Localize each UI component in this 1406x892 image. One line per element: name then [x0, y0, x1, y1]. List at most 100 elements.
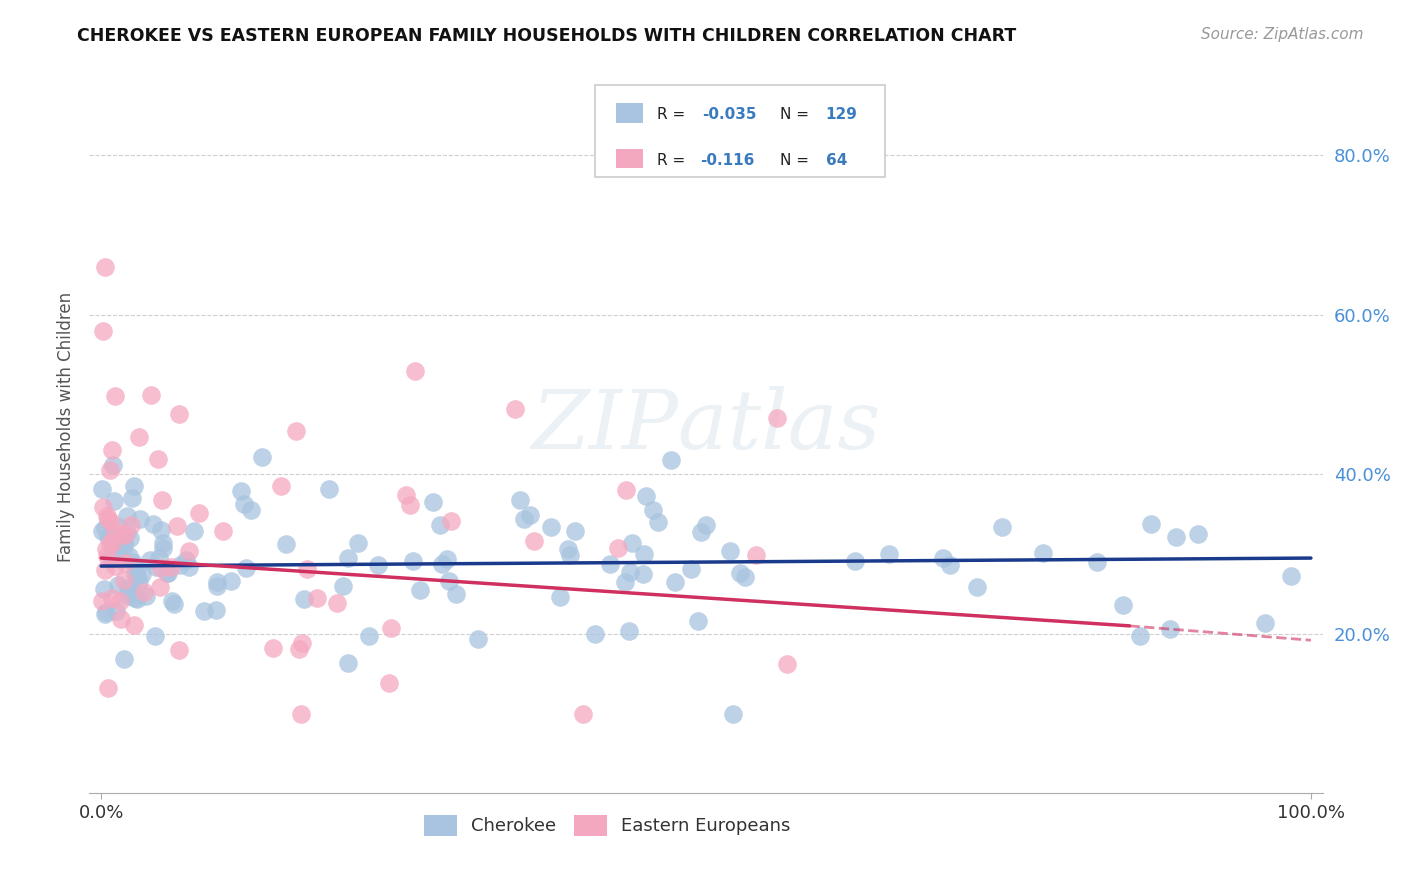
- Point: [96, 509, 118, 524]
- Point: [169, 558, 191, 573]
- Point: [380, 621, 402, 635]
- Point: [94, 542, 117, 557]
- Point: [169, 643, 191, 657]
- Point: [91, 593, 114, 607]
- Point: [112, 539, 135, 553]
- FancyBboxPatch shape: [595, 86, 884, 177]
- Point: [93, 582, 115, 596]
- Point: [564, 524, 586, 538]
- Point: [939, 558, 962, 572]
- Point: [152, 535, 174, 549]
- Point: [1187, 526, 1209, 541]
- Point: [614, 575, 637, 590]
- Point: [239, 502, 262, 516]
- Point: [139, 387, 162, 401]
- Point: [436, 552, 458, 566]
- Point: [395, 488, 418, 502]
- Point: [599, 557, 621, 571]
- Point: [659, 452, 682, 467]
- Point: [101, 549, 124, 563]
- Point: [128, 512, 150, 526]
- Point: [155, 566, 177, 581]
- Point: [120, 517, 142, 532]
- Point: [523, 533, 546, 548]
- Point: [101, 458, 124, 473]
- Point: [619, 565, 641, 579]
- Point: [142, 516, 165, 531]
- Point: [120, 586, 142, 600]
- Point: [96, 549, 118, 564]
- Point: [108, 520, 131, 534]
- Point: [440, 514, 463, 528]
- Point: [104, 389, 127, 403]
- Point: [776, 657, 799, 671]
- Point: [134, 585, 156, 599]
- Point: [139, 553, 162, 567]
- Point: [100, 515, 122, 529]
- Point: [295, 562, 318, 576]
- Point: [689, 525, 711, 540]
- Point: [290, 706, 312, 721]
- Point: [430, 557, 453, 571]
- Point: [634, 489, 657, 503]
- Point: [207, 579, 229, 593]
- Point: [149, 580, 172, 594]
- Text: Source: ZipAtlas.com: Source: ZipAtlas.com: [1201, 27, 1364, 42]
- Point: [422, 495, 444, 509]
- Point: [347, 536, 370, 550]
- Point: [633, 566, 655, 581]
- Point: [105, 604, 128, 618]
- Point: [305, 591, 328, 606]
- Point: [409, 583, 432, 598]
- Text: -0.116: -0.116: [700, 153, 754, 168]
- Point: [121, 555, 143, 569]
- Point: [150, 493, 173, 508]
- Point: [205, 574, 228, 589]
- Point: [163, 597, 186, 611]
- Point: [94, 607, 117, 621]
- Point: [688, 615, 710, 629]
- Point: [107, 578, 129, 592]
- Point: [127, 569, 149, 583]
- Point: [117, 590, 139, 604]
- Point: [647, 516, 669, 530]
- Point: [219, 574, 242, 589]
- Text: R =: R =: [657, 153, 685, 168]
- Point: [439, 574, 461, 588]
- Point: [111, 539, 134, 553]
- Y-axis label: Family Households with Children: Family Households with Children: [58, 292, 75, 562]
- Point: [235, 561, 257, 575]
- Point: [114, 528, 136, 542]
- Point: [179, 560, 201, 574]
- Point: [519, 508, 541, 522]
- Point: [204, 602, 226, 616]
- Point: [585, 627, 607, 641]
- Point: [128, 430, 150, 444]
- Point: [124, 566, 146, 581]
- Point: [101, 591, 124, 606]
- Point: [285, 424, 308, 438]
- Point: [131, 566, 153, 581]
- Point: [233, 497, 256, 511]
- Point: [110, 612, 132, 626]
- Point: [1164, 530, 1187, 544]
- Point: [744, 548, 766, 562]
- Point: [681, 562, 703, 576]
- Point: [183, 524, 205, 539]
- Point: [157, 566, 180, 580]
- Point: [877, 547, 900, 561]
- Point: [98, 536, 121, 550]
- Point: [166, 519, 188, 533]
- Point: [93, 260, 115, 274]
- Point: [148, 451, 170, 466]
- Point: [125, 591, 148, 606]
- Point: [100, 463, 122, 477]
- Point: [105, 532, 128, 546]
- Point: [114, 556, 136, 570]
- Point: [509, 492, 531, 507]
- Point: [91, 500, 114, 514]
- Point: [94, 563, 117, 577]
- Text: CHEROKEE VS EASTERN EUROPEAN FAMILY HOUSEHOLDS WITH CHILDREN CORRELATION CHART: CHEROKEE VS EASTERN EUROPEAN FAMILY HOUS…: [77, 27, 1017, 45]
- Point: [112, 535, 135, 549]
- Point: [103, 493, 125, 508]
